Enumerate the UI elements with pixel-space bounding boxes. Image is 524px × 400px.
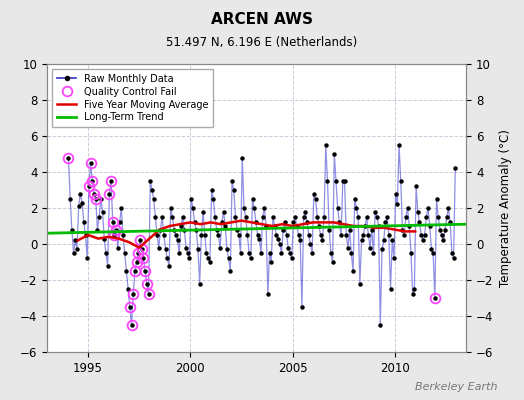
Text: 51.497 N, 6.196 E (Netherlands): 51.497 N, 6.196 E (Netherlands) [167, 36, 357, 49]
Text: ARCEN AWS: ARCEN AWS [211, 12, 313, 27]
Text: Berkeley Earth: Berkeley Earth [416, 382, 498, 392]
Legend: Raw Monthly Data, Quality Control Fail, Five Year Moving Average, Long-Term Tren: Raw Monthly Data, Quality Control Fail, … [52, 69, 213, 127]
Y-axis label: Temperature Anomaly (°C): Temperature Anomaly (°C) [499, 129, 512, 287]
